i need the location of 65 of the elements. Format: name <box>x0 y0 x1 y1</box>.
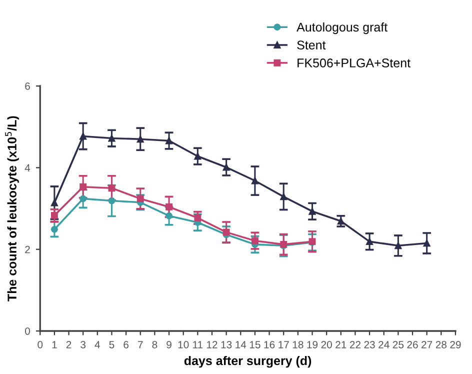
point <box>108 197 116 204</box>
point <box>194 214 202 222</box>
x-tick-label: 8 <box>152 340 158 348</box>
x-tick-label: 9 <box>166 340 172 348</box>
x-tick-label: 19 <box>307 340 318 348</box>
point <box>50 199 58 206</box>
y-tick-label: 4 <box>24 164 30 172</box>
x-tick-label: 18 <box>292 340 304 348</box>
point <box>166 203 172 210</box>
x-tick-label: 15 <box>250 341 260 348</box>
point <box>308 208 316 215</box>
y-tick-label: 6 <box>25 82 30 90</box>
point <box>366 238 374 246</box>
y-tick-label: 0 <box>25 327 30 335</box>
x-axis-title: days after surgery (d) <box>184 356 312 368</box>
x-tick-label: 5 <box>109 341 114 348</box>
point <box>251 237 258 244</box>
x-tick-label: 2 <box>66 340 72 348</box>
x-tick-label: 29 <box>450 340 461 348</box>
x-tick-label: 3 <box>80 340 86 348</box>
x-tick-label: 24 <box>378 340 390 348</box>
x-tick-label: 28 <box>436 340 446 348</box>
legend-label: Stent <box>297 40 326 50</box>
x-tick-label: 10 <box>178 340 189 348</box>
point <box>222 228 230 236</box>
point <box>394 242 402 250</box>
point <box>108 134 116 142</box>
x-tick-label: 11 <box>193 341 203 348</box>
point <box>337 218 344 225</box>
x-tick-label: 25 <box>392 340 404 348</box>
x-tick-label: 14 <box>236 341 246 348</box>
x-tick-label: 17 <box>278 341 289 348</box>
point <box>423 240 430 247</box>
point <box>251 177 258 184</box>
y-axis-title: The count of leukocyte (x10$^{5}$/L) <box>5 116 19 302</box>
legend-label: Autologous graft <box>296 22 388 34</box>
x-tick-label: 27 <box>422 340 432 348</box>
x-tick-label: 12 <box>206 340 218 348</box>
point <box>50 212 58 219</box>
legend-label: FK506+PLGA+Stent <box>298 58 410 68</box>
point <box>80 195 87 202</box>
point <box>166 137 172 144</box>
x-tick-label: 22 <box>350 340 360 348</box>
point <box>280 193 288 200</box>
point <box>108 184 116 192</box>
x-tick-label: 13 <box>221 340 232 348</box>
point <box>136 195 144 202</box>
x-tick-label: 16 <box>264 340 275 348</box>
x-tick-label: 0 <box>38 340 43 348</box>
x-tick-label: 26 <box>407 340 418 348</box>
x-tick-label: 4 <box>94 341 100 348</box>
point <box>50 226 58 233</box>
x-tick-label: 20 <box>321 340 332 348</box>
x-tick-label: 1 <box>52 341 57 348</box>
point <box>136 136 144 143</box>
x-tick-label: 21 <box>336 340 346 348</box>
point <box>166 212 172 220</box>
point <box>194 152 202 160</box>
x-tick-label: 6 <box>124 340 128 348</box>
point <box>80 132 87 140</box>
x-tick-label: 7 <box>138 341 143 348</box>
point <box>80 183 87 190</box>
y-tick-label: 2 <box>25 246 30 254</box>
x-tick-label: 23 <box>364 340 375 348</box>
point <box>222 164 230 171</box>
